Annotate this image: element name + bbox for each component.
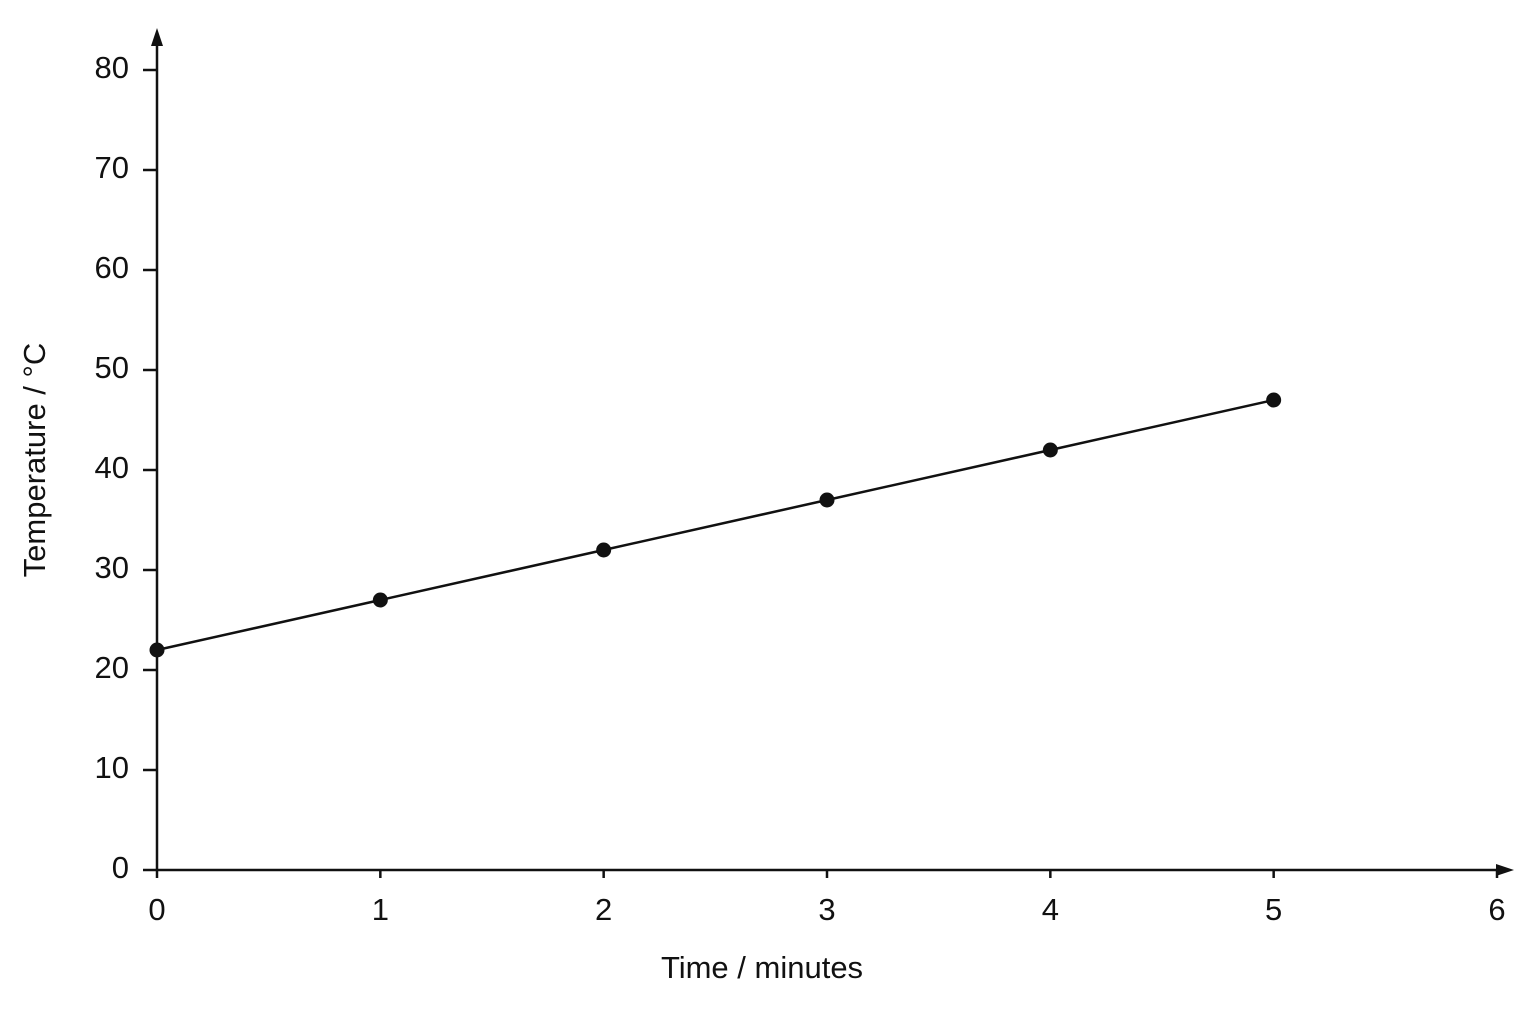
y-tick-label: 0: [112, 850, 129, 885]
x-tick-label: 5: [1265, 892, 1282, 927]
y-tick-label: 50: [95, 350, 129, 385]
y-tick-label: 60: [95, 250, 129, 285]
x-axis-arrow: [1496, 864, 1514, 876]
y-tick-label: 40: [95, 450, 129, 485]
point: [1042, 442, 1058, 458]
point: [1266, 392, 1282, 408]
line: [156, 398, 1274, 652]
x-tick-label: 2: [595, 892, 612, 927]
x-tick-label: 3: [818, 892, 835, 927]
point: [596, 542, 612, 558]
x-tick-label: 1: [372, 892, 389, 927]
y-tick-label: 20: [95, 650, 129, 685]
x-axis-label: Time / minutes: [661, 950, 863, 985]
y-tick-label: 80: [95, 50, 129, 85]
y-axis-arrow: [151, 28, 163, 46]
point: [372, 592, 388, 608]
y-tick-label: 10: [95, 750, 129, 785]
point: [149, 642, 165, 658]
point: [819, 492, 835, 508]
y-tick-label: 30: [95, 550, 129, 585]
x-tick-label: 4: [1042, 892, 1059, 927]
x-tick-label: 0: [148, 892, 165, 927]
y-tick-label: 70: [95, 150, 129, 185]
y-axis-label: Temperature / °C: [17, 343, 52, 578]
x-tick-label: 6: [1488, 892, 1505, 927]
